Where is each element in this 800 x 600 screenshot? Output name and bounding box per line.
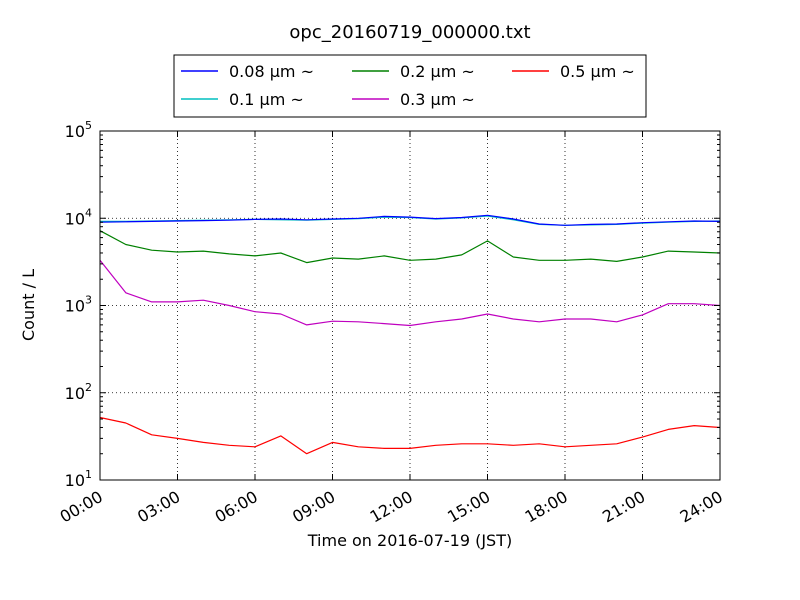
x-tick-label: 09:00: [289, 487, 338, 527]
x-tick-label: 15:00: [444, 487, 493, 527]
chart-title: opc_20160719_000000.txt: [289, 22, 530, 43]
y-tick-labels: 101 102 103 104 105: [65, 119, 92, 490]
series-line: [99, 416, 721, 455]
x-tick-labels: 00:00 03:00 06:00 09:00 12:00 15:00 18:00 21:00…: [57, 487, 726, 527]
x-tick-label: 00:00: [57, 487, 106, 527]
legend-label: 0.5 μm ~: [560, 62, 635, 81]
y-tick-label: 105: [65, 119, 92, 141]
plot-border: [99, 130, 721, 481]
series-line: [99, 214, 721, 226]
legend-label: 0.2 μm ~: [400, 62, 475, 81]
y-tick-label: 104: [65, 206, 92, 228]
series-line: [99, 259, 721, 327]
y-tick-label: 102: [65, 381, 92, 403]
x-tick-label: 21:00: [599, 487, 648, 527]
x-tick-label: 03:00: [134, 487, 183, 527]
x-tick-label: 24:00: [677, 487, 726, 527]
plot-area: [99, 130, 721, 481]
y-axis-label: Count / L: [19, 269, 38, 341]
legend: 0.08 μm ~ 0.1 μm ~ 0.2 μm ~ 0.3 μm ~ 0.5 μm …: [173, 54, 647, 118]
x-tick-label: 06:00: [212, 487, 261, 527]
legend-label: 0.1 μm ~: [229, 90, 304, 109]
legend-label: 0.08 μm ~: [229, 62, 314, 81]
x-axis-label: Time on 2016-07-19 (JST): [307, 531, 512, 550]
x-tick-label: 18:00: [522, 487, 571, 527]
y-tick-label: 101: [65, 468, 92, 490]
legend-box: [173, 54, 647, 118]
series-lines: [99, 214, 721, 455]
series-line: [99, 230, 721, 264]
y-tick-label: 103: [65, 294, 92, 316]
gridlines: [100, 131, 720, 480]
legend-label: 0.3 μm ~: [400, 90, 475, 109]
x-tick-label: 12:00: [367, 487, 416, 527]
